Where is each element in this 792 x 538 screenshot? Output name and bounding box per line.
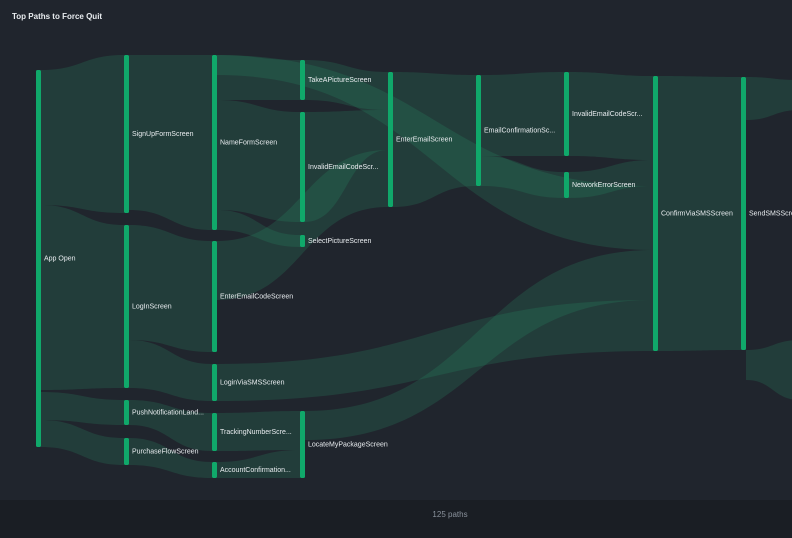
link [746, 340, 792, 400]
node-bar [212, 462, 217, 478]
node-bar [300, 411, 305, 478]
card [0, 0, 792, 500]
link [129, 400, 212, 451]
node-bar [124, 55, 129, 213]
link [217, 300, 653, 401]
node-bar [124, 225, 129, 388]
link [569, 72, 653, 160]
node-bar [124, 438, 129, 465]
node-label: LogInScreen [132, 303, 172, 310]
node-label: EnterEmailCodeScreen [220, 293, 293, 300]
link [41, 420, 124, 465]
node-label: LoginViaSMSScreen [220, 379, 285, 386]
node-bar [212, 364, 217, 401]
link [217, 450, 300, 478]
node-bar [212, 413, 217, 451]
node-label: InvalidEmailCodeScr... [572, 111, 642, 118]
nodes: App Open SignUpFormScreen LogInScreen PushN… [36, 55, 792, 478]
link [305, 60, 388, 110]
node-label: PurchaseFlowScreen [132, 448, 199, 455]
node-label: TrackingNumberScre... [220, 429, 292, 436]
node-bar [300, 60, 305, 100]
link [217, 100, 300, 222]
links [41, 55, 792, 478]
link [393, 72, 476, 207]
link [129, 438, 212, 478]
link [481, 72, 564, 156]
node-bar [653, 76, 658, 351]
node-bar [36, 70, 41, 447]
node-bar [564, 72, 569, 156]
link [305, 110, 388, 222]
node-label: InvalidEmailCodeScr... [308, 164, 378, 171]
link [217, 55, 653, 250]
node-bar [564, 172, 569, 198]
node-bar [388, 72, 393, 207]
link [746, 77, 792, 120]
title: Top Paths to Force Quit [12, 12, 102, 21]
node-label: App Open [44, 255, 76, 262]
link [217, 150, 388, 300]
node-label: TakeAPictureScreen [308, 77, 372, 84]
link [129, 55, 212, 230]
link [217, 55, 300, 100]
node-label: PushNotificationLand... [132, 409, 204, 416]
node-bar [212, 55, 217, 230]
footer-bar [0, 500, 792, 530]
link [658, 76, 741, 351]
link [129, 340, 212, 401]
node-label: NameFormScreen [220, 139, 277, 146]
node-bar [741, 77, 746, 350]
link [569, 160, 653, 198]
link [41, 392, 124, 425]
node-label: SendSMSScre... [749, 210, 792, 217]
node-label: EmailConfirmationSc... [484, 127, 555, 134]
node-label: NetworkErrorScreen [572, 182, 636, 189]
node-label: SelectPictureScreen [308, 238, 372, 245]
link [129, 225, 212, 352]
node-label: ConfirmViaSMSScreen [661, 210, 733, 217]
path-count: 125 paths [432, 510, 467, 519]
link [41, 205, 124, 390]
link [217, 411, 300, 451]
node-bar [212, 241, 217, 352]
node-label: AccountConfirmation... [220, 467, 291, 474]
link [217, 210, 300, 247]
node-bar [476, 75, 481, 186]
link [481, 156, 564, 198]
node-bar [300, 112, 305, 222]
node-label: LocateMyPackageScreen [308, 441, 388, 448]
link [305, 250, 653, 440]
node-label: SignUpFormScreen [132, 131, 194, 138]
node-bar [124, 400, 129, 425]
node-bar [300, 235, 305, 247]
node-label: EnterEmailScreen [396, 136, 453, 143]
link [41, 55, 124, 213]
